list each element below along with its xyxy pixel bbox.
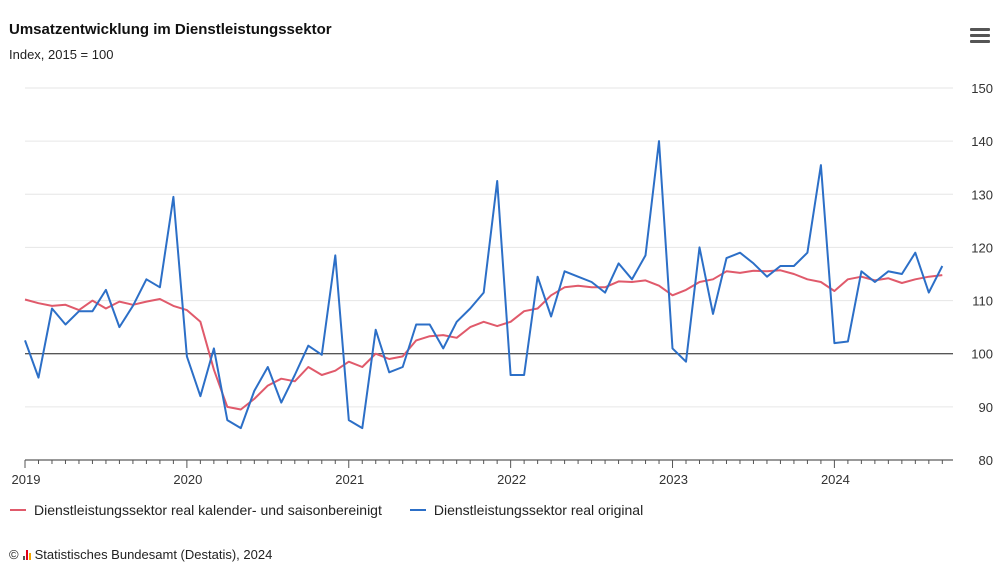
legend-label: Dienstleistungssektor real kalender- und… [34,502,382,518]
x-tick-label: 2023 [659,472,688,487]
y-gridlines [25,87,953,461]
y-tick-label: 150 [971,81,993,96]
series-line-saisonbereinigt[interactable] [24,269,943,411]
series-line-original[interactable] [24,140,944,430]
copyright-symbol: © [9,547,19,562]
source-credit: © Statistisches Bundesamt (Destatis), 20… [9,547,272,562]
x-tick-label: 2021 [335,472,364,487]
chart-subtitle: Index, 2015 = 100 [9,47,114,62]
y-tick-label: 90 [979,400,993,415]
y-tick-label: 140 [971,134,993,149]
y-tick-label: 120 [971,240,993,255]
hamburger-menu-icon[interactable] [970,28,990,44]
y-axis-tick-labels: 80 90 100 110 120 130 140 150 [971,81,993,468]
legend-item-saisonbereinigt[interactable]: Dienstleistungssektor real kalender- und… [10,502,382,518]
chart-title: Umsatzentwicklung im Dienstleistungssekt… [9,21,332,38]
legend-swatch-blue [409,509,426,511]
y-tick-label: 100 [971,347,993,362]
x-tick-label: 2020 [173,472,202,487]
series-lines [24,140,944,430]
destatis-bars-icon [22,549,31,560]
x-tick-label: 2019 [12,472,41,487]
y-tick-label: 130 [971,187,993,202]
legend-item-original[interactable]: Dienstleistungssektor real original [409,502,644,518]
legend-label: Dienstleistungssektor real original [433,502,644,518]
x-tick-label: 2024 [821,472,850,487]
y-tick-label: 80 [979,453,993,468]
x-tick-label: 2022 [497,472,526,487]
legend: Dienstleistungssektor real kalender- und… [10,502,643,518]
x-axis: 2019 2020 2021 2022 2023 2024 [12,459,953,487]
legend-swatch-red [10,509,26,511]
y-tick-label: 110 [972,294,993,309]
credit-text: Statistisches Bundesamt (Destatis), 2024 [34,547,273,562]
